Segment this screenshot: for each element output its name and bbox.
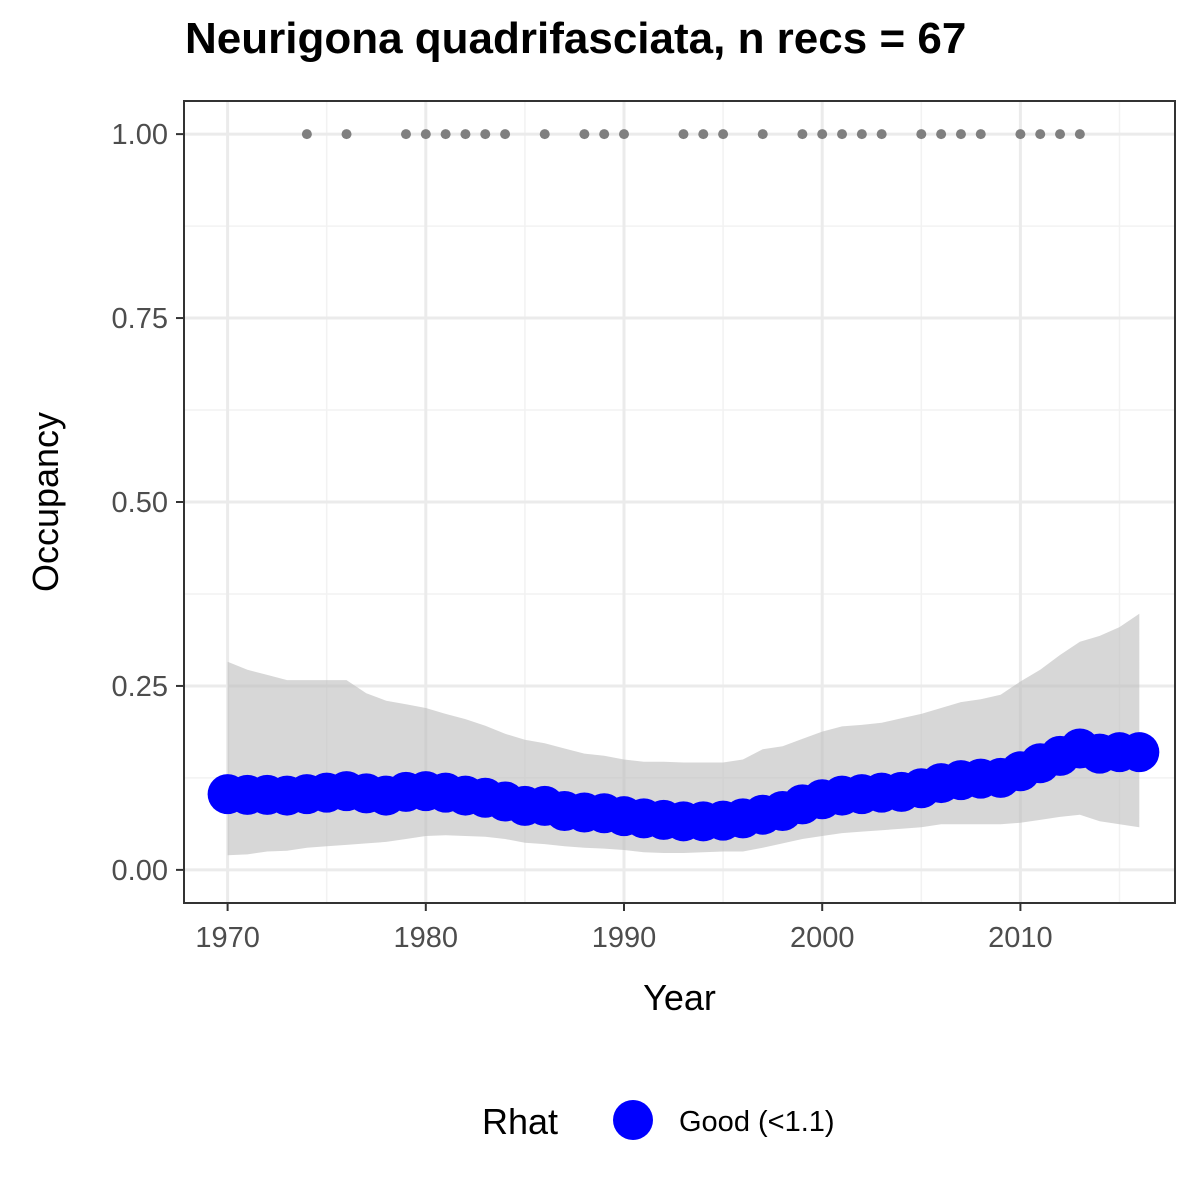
record-point xyxy=(916,129,927,140)
x-axis-title: Year xyxy=(643,977,716,1018)
y-tick-label: 0.00 xyxy=(112,855,168,887)
record-point xyxy=(876,129,887,140)
record-point xyxy=(420,129,431,140)
record-point xyxy=(301,129,312,140)
y-tick-label: 1.00 xyxy=(112,119,168,151)
record-point xyxy=(500,129,511,140)
x-tick-label: 1980 xyxy=(394,922,459,954)
occupancy-point xyxy=(1119,732,1160,773)
record-point xyxy=(579,129,590,140)
record-point xyxy=(817,129,828,140)
x-tick-label: 1970 xyxy=(195,922,260,954)
x-tick-label: 1990 xyxy=(592,922,657,954)
x-tick-label: 2000 xyxy=(790,922,855,954)
record-point xyxy=(341,129,352,140)
record-points xyxy=(301,129,1085,140)
legend-key-good xyxy=(613,1100,653,1140)
record-point xyxy=(619,129,630,140)
record-point xyxy=(678,129,689,140)
legend: Rhat Good (<1.1) xyxy=(482,1100,835,1142)
y-tick-label: 0.75 xyxy=(112,303,168,335)
record-point xyxy=(1074,129,1085,140)
record-point xyxy=(698,129,709,140)
record-point xyxy=(1055,129,1066,140)
record-point xyxy=(856,129,867,140)
chart-title: Neurigona quadrifasciata, n recs = 67 xyxy=(185,14,967,63)
y-axis-title: Occupancy xyxy=(25,412,66,592)
record-point xyxy=(1015,129,1026,140)
y-tick-label: 0.50 xyxy=(112,487,168,519)
record-point xyxy=(1035,129,1046,140)
record-point xyxy=(757,129,768,140)
record-point xyxy=(480,129,491,140)
record-point xyxy=(440,129,451,140)
record-point xyxy=(599,129,610,140)
record-point xyxy=(955,129,966,140)
record-point xyxy=(539,129,550,140)
record-point xyxy=(718,129,729,140)
y-tick-label: 0.25 xyxy=(112,671,168,703)
record-point xyxy=(975,129,986,140)
record-point xyxy=(936,129,947,140)
record-point xyxy=(797,129,808,140)
record-point xyxy=(837,129,848,140)
record-point xyxy=(460,129,471,140)
legend-label-good: Good (<1.1) xyxy=(679,1106,835,1138)
legend-title: Rhat xyxy=(482,1101,558,1142)
x-axis: 1970 1980 1990 2000 2010 xyxy=(195,903,1053,954)
y-axis: 0.00 0.25 0.50 0.75 1.00 xyxy=(112,119,184,887)
occupancy-series xyxy=(207,728,1160,842)
record-point xyxy=(400,129,411,140)
x-tick-label: 2010 xyxy=(988,922,1053,954)
